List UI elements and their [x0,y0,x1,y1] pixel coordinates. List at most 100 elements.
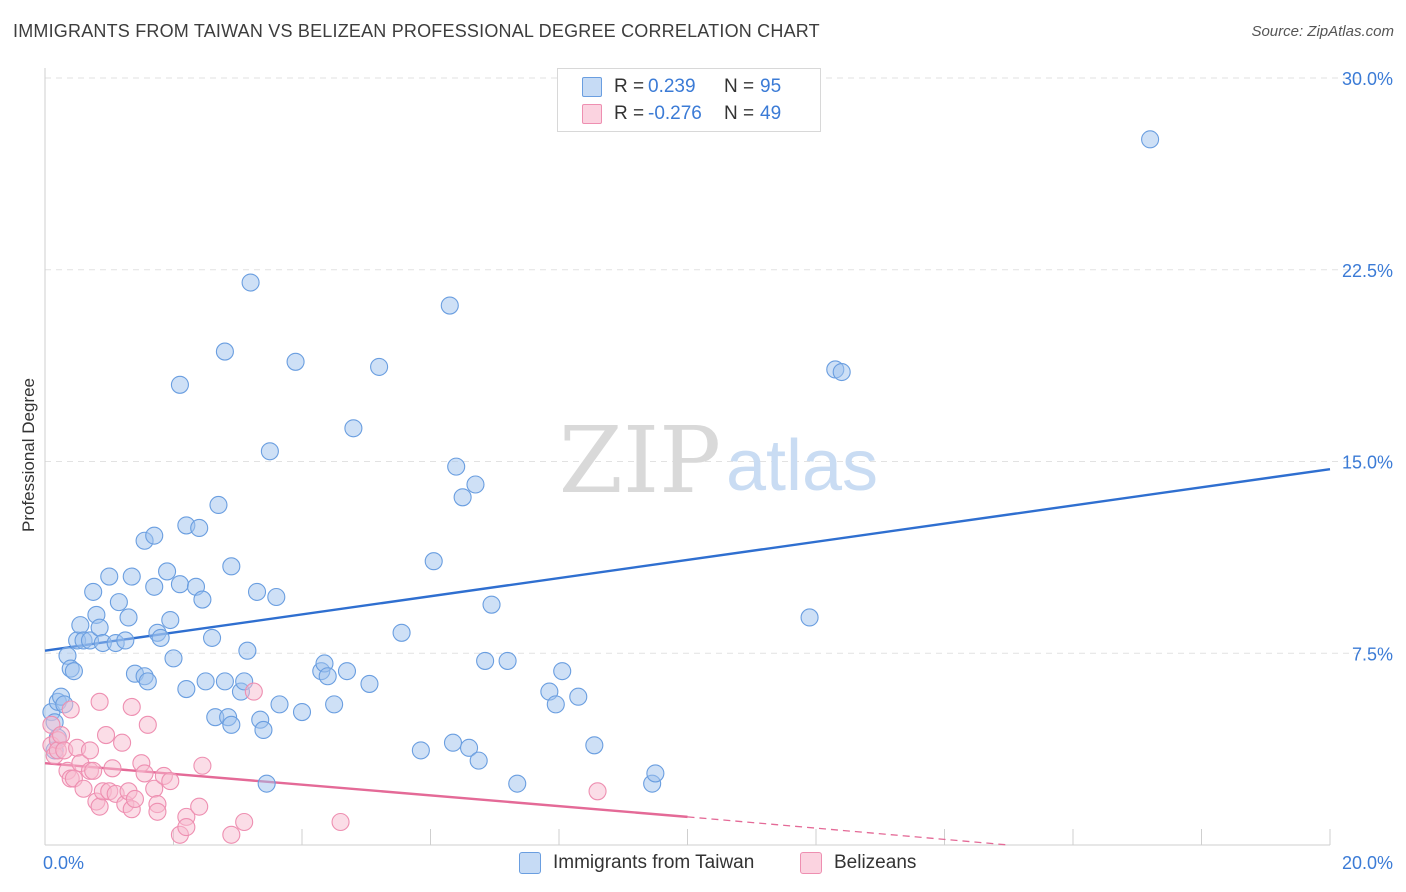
trend-line-taiwan [44,467,1331,652]
point-belizeans [61,700,80,719]
point-taiwan [424,552,443,571]
point-taiwan [553,662,572,681]
point-taiwan [476,651,495,670]
chart-title: IMMIGRANTS FROM TAIWAN VS BELIZEAN PROFE… [13,21,820,41]
trend-line-extension [687,816,1009,846]
point-taiwan [469,751,488,770]
point-taiwan [498,651,517,670]
point-taiwan [222,557,241,576]
point-taiwan [161,610,180,630]
y-tick-label: 22.5% [1342,261,1393,281]
point-taiwan [164,649,183,668]
point-taiwan [482,595,501,614]
point-belizeans [190,797,209,816]
legend-row-belizeans: R = -0.276 N = 49 [582,102,781,126]
y-axis-label: Professional Degree [19,377,38,533]
legend-row-taiwan: R = 0.239 N = 95 [582,75,781,99]
legend-swatch-taiwan [519,852,541,874]
point-taiwan [109,593,128,612]
point-taiwan [71,616,90,635]
legend-label-belizeans: Belizeans [834,852,917,873]
point-taiwan [832,362,851,382]
point-taiwan [247,582,267,601]
legend-swatch-belizeans [582,104,602,124]
point-belizeans [235,812,254,832]
point-taiwan [193,590,212,609]
point-taiwan [177,679,196,699]
point-taiwan [222,715,241,734]
x-tick-label: 20.0% [1342,853,1393,873]
legend-r-value: 0.239 [648,76,696,97]
point-taiwan [337,662,357,681]
legend-item-taiwan[interactable]: Immigrants from Taiwan [519,852,754,874]
point-belizeans [588,782,607,801]
data-points [42,130,1160,844]
point-taiwan [260,442,279,461]
point-taiwan [440,296,459,315]
point-taiwan [145,577,164,596]
point-taiwan [254,720,273,740]
y-tick-label: 7.5% [1352,644,1393,664]
point-taiwan [286,352,305,371]
source-label: Source: ZipAtlas.com [1251,23,1394,40]
point-belizeans [122,697,141,716]
point-taiwan [145,526,164,545]
point-belizeans [80,741,100,760]
legend-r-value: -0.276 [648,103,702,124]
watermark-atlas: atlas [726,426,878,506]
point-belizeans [138,715,157,734]
point-taiwan [292,703,312,722]
point-taiwan [64,662,83,681]
point-taiwan [459,738,479,757]
point-belizeans [125,789,144,809]
point-taiwan [360,674,379,693]
legend-n-label: N = [724,76,755,97]
point-belizeans [222,825,241,844]
point-taiwan [122,567,141,586]
point-taiwan [170,575,189,594]
point-taiwan [569,687,588,706]
point-taiwan [257,774,276,793]
point-belizeans [90,797,109,816]
point-taiwan [209,495,228,515]
point-taiwan [196,672,215,691]
legend-item-belizeans[interactable]: Belizeans [800,852,916,874]
point-belizeans [193,756,212,775]
point-taiwan [84,582,103,601]
point-taiwan [215,342,234,361]
point-taiwan [215,672,234,691]
point-taiwan [119,608,138,627]
watermark: ZIP atlas [559,407,878,514]
legend-swatch-taiwan [582,77,602,97]
legend-label-taiwan: Immigrants from Taiwan [553,852,755,873]
legend-n-value: 49 [760,103,782,124]
point-taiwan [646,764,665,783]
point-taiwan [170,375,189,394]
legend-swatch-belizeans [800,852,822,874]
correlation-legend: R = 0.239 N = 95 R = -0.276 N = 49 [557,68,821,132]
point-taiwan [370,357,389,376]
point-taiwan [158,562,177,581]
point-belizeans [103,759,122,778]
watermark-zip: ZIP [559,407,721,514]
gridlines [45,77,1360,654]
point-belizeans [177,818,196,837]
point-taiwan [447,457,466,476]
point-taiwan [203,628,222,647]
point-taiwan [151,628,170,647]
point-taiwan [1141,130,1160,149]
y-tick-label: 15.0% [1342,453,1393,473]
point-taiwan [90,618,109,637]
point-belizeans [52,726,71,745]
point-taiwan [411,741,430,760]
point-belizeans [96,726,116,745]
point-taiwan [116,631,135,650]
point-taiwan [238,641,257,660]
legend-n-value: 95 [760,76,782,97]
legend-r-label: R = [614,103,645,124]
y-tick-label: 30.0% [1342,69,1393,89]
point-taiwan [138,672,157,691]
point-taiwan [800,608,819,627]
point-belizeans [135,764,154,783]
